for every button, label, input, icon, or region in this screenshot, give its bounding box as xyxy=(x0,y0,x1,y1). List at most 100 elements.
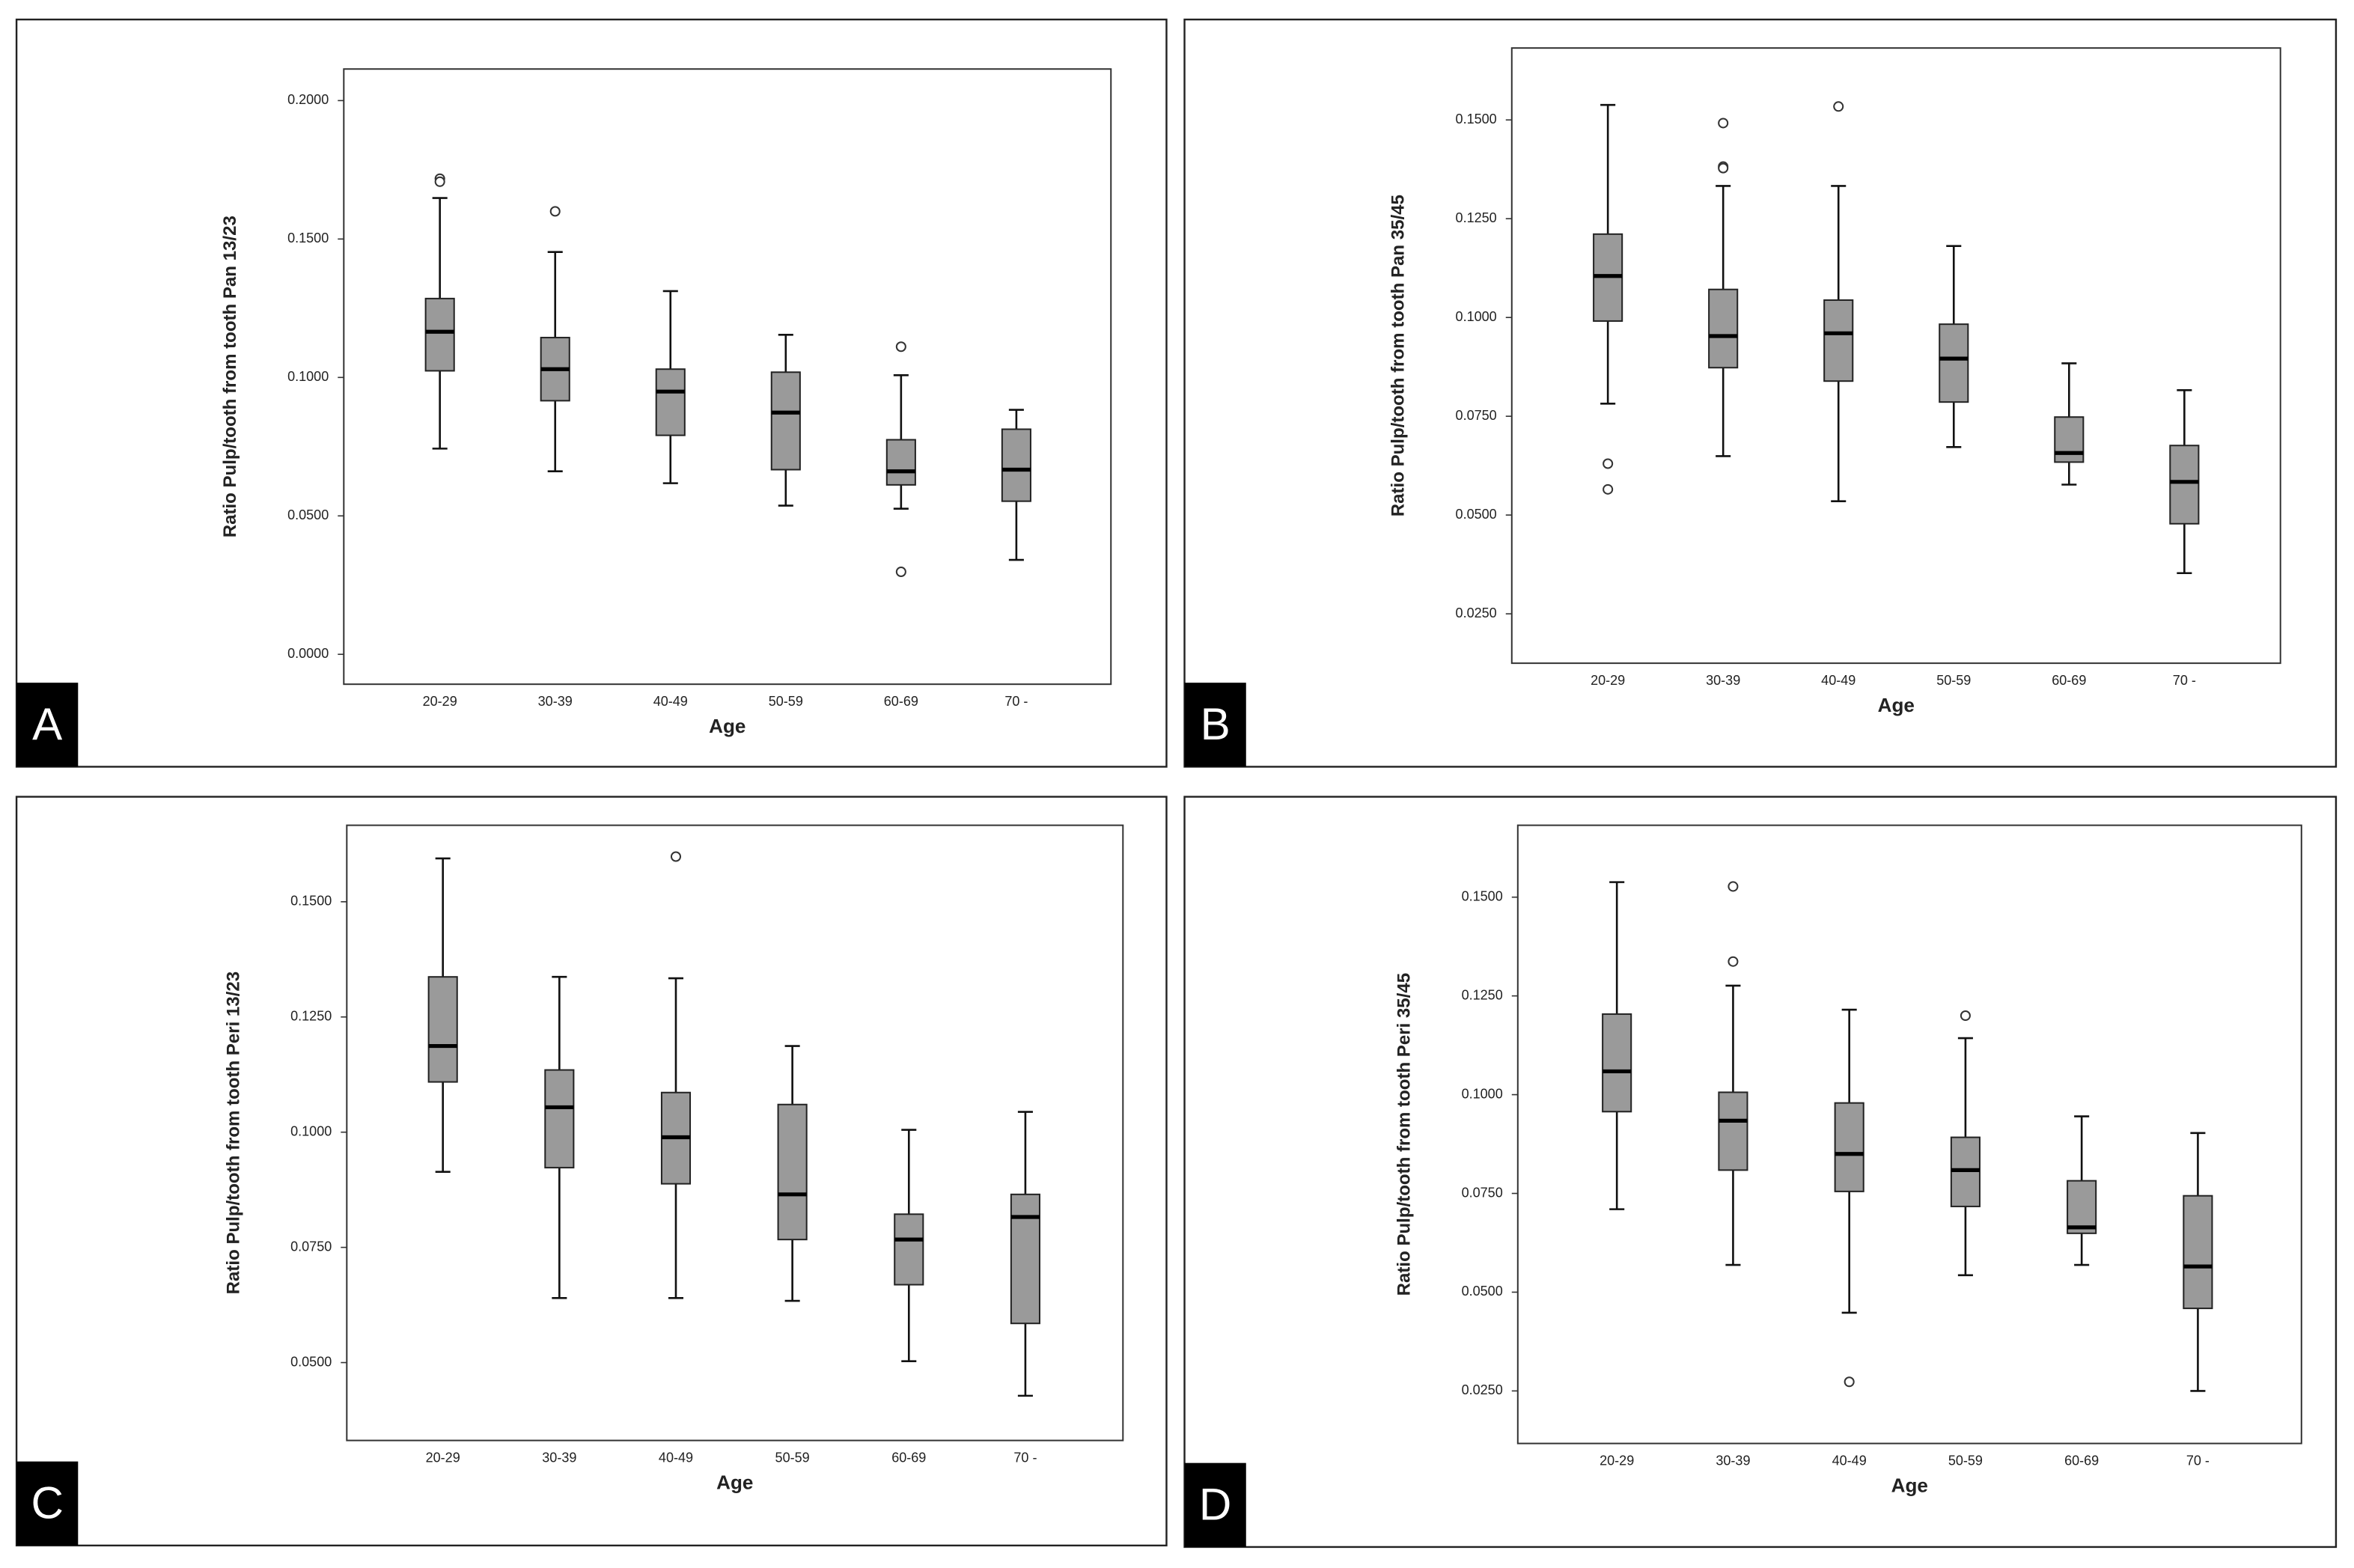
panel-frame xyxy=(1183,18,2338,768)
x-tick-label: 30-39 xyxy=(1716,1453,1750,1468)
y-tick-label: 0.0750 xyxy=(1462,1185,1503,1200)
box xyxy=(655,368,686,436)
x-tick-label: 60-69 xyxy=(884,694,918,709)
box xyxy=(777,1103,808,1241)
y-axis-title: Ratio Pulp/tooth from tooth Peri 35/45 xyxy=(1394,973,1415,1296)
x-tick-label: 50-59 xyxy=(1948,1453,1983,1468)
y-tick-label: 0.1500 xyxy=(1462,888,1503,903)
y-tick-label: 0.1500 xyxy=(287,231,329,245)
y-tick-label: 0.0750 xyxy=(290,1239,332,1254)
x-tick-label: 60-69 xyxy=(2064,1453,2099,1468)
plot-area xyxy=(346,824,1124,1442)
y-tick-label: 0.0500 xyxy=(287,507,329,522)
x-tick-label: 30-39 xyxy=(1706,673,1740,688)
x-tick-label: 40-49 xyxy=(1832,1453,1867,1468)
x-tick-label: 50-59 xyxy=(775,1450,810,1465)
x-tick-label: 20-29 xyxy=(426,1450,460,1465)
y-tick-label: 0.0500 xyxy=(1456,507,1497,522)
panel-label: B xyxy=(1201,699,1231,749)
x-tick-label: 70 - xyxy=(2173,673,2196,688)
outlier xyxy=(895,566,906,578)
y-tick-label: 0.0250 xyxy=(1456,605,1497,620)
x-axis-title: Age xyxy=(1878,694,1915,716)
box xyxy=(1001,428,1031,502)
box xyxy=(2054,416,2085,463)
x-tick-label: 40-49 xyxy=(1821,673,1856,688)
y-tick-label: 0.0500 xyxy=(1462,1284,1503,1299)
box xyxy=(2183,1195,2213,1310)
x-tick-label: 50-59 xyxy=(1936,673,1971,688)
y-tick-label: 0.1000 xyxy=(287,369,329,384)
box xyxy=(2067,1180,2097,1234)
y-axis-title: Ratio Pulp/tooth from tooth Pan 13/23 xyxy=(220,216,240,537)
x-tick-label: 40-49 xyxy=(653,694,688,709)
box xyxy=(424,297,455,372)
outlier xyxy=(1718,162,1729,174)
y-tick-label: 0.1000 xyxy=(290,1123,332,1138)
x-tick-label: 30-39 xyxy=(538,694,573,709)
outlier xyxy=(1603,458,1614,469)
panel-label: A xyxy=(32,699,62,749)
outlier xyxy=(1833,101,1844,112)
y-tick-label: 0.1500 xyxy=(1456,112,1497,126)
box xyxy=(1834,1102,1864,1192)
y-axis-title: Ratio Pulp/tooth from tooth Peri 13/23 xyxy=(223,971,243,1294)
plot-area xyxy=(343,68,1112,686)
x-tick-label: 50-59 xyxy=(769,694,803,709)
outlier xyxy=(1960,1010,1971,1022)
y-tick-label: 0.1500 xyxy=(290,894,332,909)
panel-frame xyxy=(15,796,1168,1547)
x-tick-label: 60-69 xyxy=(2052,673,2086,688)
box xyxy=(1010,1193,1040,1325)
y-tick-label: 0.0250 xyxy=(1462,1382,1503,1397)
panel-label: C xyxy=(31,1478,63,1528)
x-axis-title: Age xyxy=(1891,1474,1928,1497)
panel-frame xyxy=(15,18,1168,768)
y-tick-label: 0.1250 xyxy=(1462,987,1503,1002)
x-axis-title: Age xyxy=(716,1471,753,1494)
box xyxy=(1602,1013,1632,1113)
box xyxy=(770,371,801,471)
box xyxy=(1718,1091,1748,1171)
box xyxy=(544,1069,575,1169)
outlier xyxy=(549,206,561,217)
panel-frame xyxy=(1183,796,2338,1549)
y-tick-label: 0.1000 xyxy=(1456,309,1497,324)
y-axis-title: Ratio Pulp/tooth from tooth Pan 35/45 xyxy=(1388,195,1409,516)
x-tick-label: 60-69 xyxy=(891,1450,926,1465)
box xyxy=(1823,299,1854,382)
x-tick-label: 20-29 xyxy=(1600,1453,1634,1468)
x-tick-label: 30-39 xyxy=(542,1450,576,1465)
plot-area xyxy=(1516,824,2302,1445)
x-tick-label: 70 - xyxy=(2186,1453,2210,1468)
y-tick-label: 0.1250 xyxy=(1456,210,1497,225)
y-tick-label: 0.1250 xyxy=(290,1009,332,1024)
y-tick-label: 0.0750 xyxy=(1456,408,1497,423)
box xyxy=(2169,445,2200,525)
outlier xyxy=(1728,956,1739,967)
panel-label: D xyxy=(1199,1480,1231,1530)
outlier xyxy=(670,851,682,862)
x-tick-label: 20-29 xyxy=(1591,673,1625,688)
x-tick-label: 40-49 xyxy=(659,1450,693,1465)
box xyxy=(1939,323,1969,403)
y-tick-label: 0.1000 xyxy=(1462,1086,1503,1101)
panel-badge xyxy=(16,683,79,767)
box xyxy=(1708,288,1739,369)
box xyxy=(885,439,916,486)
y-tick-label: 0.0500 xyxy=(290,1354,332,1369)
outlier xyxy=(434,176,445,187)
x-tick-label: 70 - xyxy=(1004,694,1028,709)
outlier xyxy=(1844,1376,1855,1388)
panel-badge xyxy=(16,1461,79,1546)
x-axis-title: Age xyxy=(709,715,745,737)
outlier xyxy=(1603,483,1614,495)
outlier xyxy=(1718,118,1729,129)
plot-area xyxy=(1510,47,2281,665)
y-tick-label: 0.0000 xyxy=(287,646,329,661)
box xyxy=(894,1213,924,1286)
outlier xyxy=(895,341,906,353)
x-tick-label: 20-29 xyxy=(423,694,457,709)
